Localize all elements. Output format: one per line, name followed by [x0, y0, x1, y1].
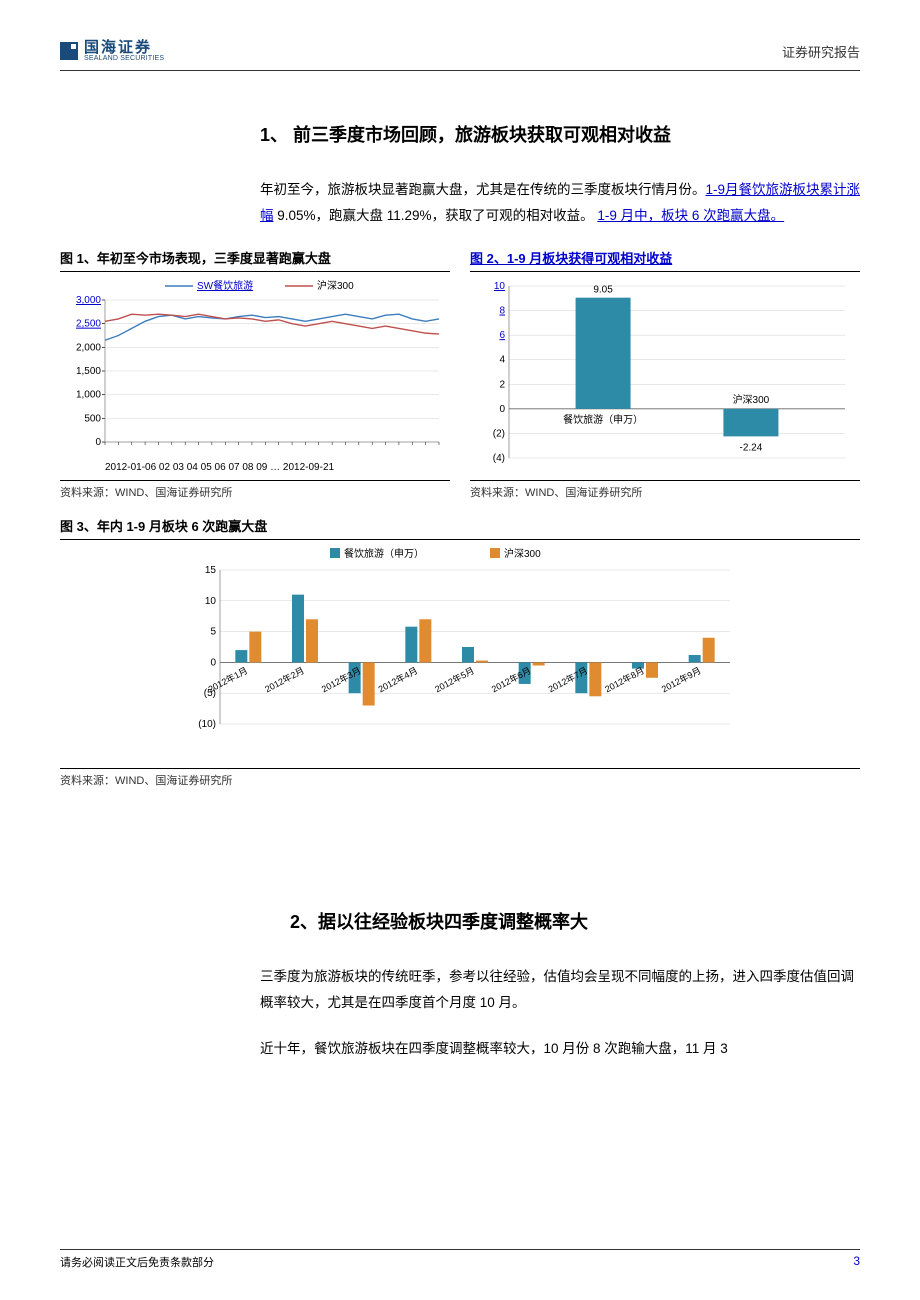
svg-text:2,000: 2,000	[76, 343, 101, 354]
svg-text:8: 8	[499, 306, 505, 317]
figure3-title: 图 3、年内 1-9 月板块 6 次跑赢大盘	[60, 516, 860, 535]
section2-para1: 三季度为旅游板块的传统旺季，参考以往经验，估值均会呈现不同幅度的上扬，进入四季度…	[260, 964, 860, 1015]
figure1-title: 图 1、年初至今市场表现，三季度显著跑赢大盘	[60, 248, 450, 267]
figure2-rule	[470, 271, 860, 272]
section2-para2: 近十年，餐饮旅游板块在四季度调整概率较大，10 月份 8 次跑输大盘，11 月 …	[260, 1036, 860, 1062]
page-number: 3	[853, 1254, 860, 1270]
svg-text:SW餐饮旅游: SW餐饮旅游	[197, 279, 253, 292]
svg-text:(2): (2)	[493, 429, 505, 440]
figure2-source: 资料来源：WIND、国海证券研究所	[470, 480, 860, 500]
svg-text:2: 2	[499, 380, 505, 391]
para-text-a: 年初至今，旅游板块显著跑赢大盘，尤其是在传统的三季度板块行情月份。	[260, 182, 706, 197]
svg-text:餐饮旅游（申万）: 餐饮旅游（申万）	[563, 413, 643, 426]
svg-text:0: 0	[95, 437, 101, 448]
figure2-title[interactable]: 图 2、1-9 月板块获得可观相对收益	[470, 248, 860, 267]
svg-text:4: 4	[499, 355, 505, 366]
figure1-rule	[60, 271, 450, 272]
figure2-column: 图 2、1-9 月板块获得可观相对收益 (4) (2) 0 2 4 6 8 10 9.05 餐饮旅…	[470, 248, 860, 500]
svg-text:(10): (10)	[198, 719, 216, 730]
svg-text:2012年1月: 2012年1月	[206, 665, 249, 695]
svg-text:10: 10	[494, 281, 506, 292]
svg-text:2012年5月: 2012年5月	[433, 665, 476, 695]
page-header: 国海证券 SEALAND SECURITIES 证券研究报告	[60, 40, 860, 62]
svg-text:(4): (4)	[493, 453, 505, 464]
svg-text:沪深300: 沪深300	[733, 393, 770, 406]
para-link-b[interactable]: 1-9 月中，板块 6 次跑赢大盘。	[597, 208, 784, 223]
figure-row-1: 图 1、年初至今市场表现，三季度显著跑赢大盘 SW餐饮旅游沪深30005001,…	[60, 248, 860, 500]
logo-en: SEALAND SECURITIES	[84, 55, 164, 62]
svg-text:15: 15	[205, 565, 217, 576]
svg-text:2012年4月: 2012年4月	[376, 665, 419, 695]
section1-title: 1、 前三季度市场回顾，旅游板块获取可观相对收益	[260, 121, 860, 147]
svg-text:2012年9月: 2012年9月	[659, 665, 702, 695]
svg-text:6: 6	[499, 330, 505, 341]
svg-text:2012年8月: 2012年8月	[603, 665, 646, 695]
logo-cn: 国海证券	[84, 40, 164, 55]
svg-text:2012年2月: 2012年2月	[263, 665, 306, 695]
page-footer: 请务必阅读正文后免责条款部分 3	[60, 1249, 860, 1270]
svg-text:2012-01-06 02 03 04 05 06 07 0: 2012-01-06 02 03 04 05 06 07 08 09 … 201…	[105, 462, 335, 473]
svg-text:1,000: 1,000	[76, 390, 101, 401]
header-right-text: 证券研究报告	[782, 42, 860, 61]
figure3-chart: 餐饮旅游（申万）沪深300(10)(5)0510152012年1月2012年2月…	[180, 544, 740, 764]
page-container: 国海证券 SEALAND SECURITIES 证券研究报告 1、 前三季度市场…	[0, 0, 920, 1121]
section1-paragraph: 年初至今，旅游板块显著跑赢大盘，尤其是在传统的三季度板块行情月份。1-9月餐饮旅…	[260, 177, 860, 228]
figure2-chart: (4) (2) 0 2 4 6 8 10 9.05 餐饮旅游（申万） -2.24 沪深300	[470, 276, 860, 476]
svg-text:0: 0	[210, 658, 216, 669]
svg-text:1,500: 1,500	[76, 366, 101, 377]
figure1-column: 图 1、年初至今市场表现，三季度显著跑赢大盘 SW餐饮旅游 沪深300 0 500 1,…	[60, 248, 450, 500]
svg-text:2,500: 2,500	[76, 319, 101, 330]
section2-title: 2、据以往经验板块四季度调整概率大	[290, 908, 860, 934]
svg-text:3,000: 3,000	[76, 295, 101, 306]
svg-text:沪深300: 沪深300	[504, 547, 541, 560]
svg-text:500: 500	[84, 414, 101, 425]
company-logo: 国海证券 SEALAND SECURITIES	[60, 40, 164, 62]
svg-text:9.05: 9.05	[593, 285, 613, 296]
figure3-block: 图 3、年内 1-9 月板块 6 次跑赢大盘 餐饮旅游（申万） 沪深300 (10)…	[60, 516, 860, 788]
figure1-chart: SW餐饮旅游 沪深300 0 500 1,000 1,500 2,000 2,500 3,000…	[60, 276, 450, 476]
figure3-rule	[60, 539, 860, 540]
figure1-source: 资料来源：WIND、国海证券研究所	[60, 480, 450, 500]
logo-text: 国海证券 SEALAND SECURITIES	[84, 40, 164, 62]
svg-text:-2.24: -2.24	[740, 443, 763, 454]
header-rule	[60, 70, 860, 71]
footer-left: 请务必阅读正文后免责条款部分	[60, 1254, 214, 1270]
logo-icon	[60, 42, 78, 60]
svg-text:10: 10	[205, 596, 217, 607]
para-text-b: 9.05%，跑赢大盘 11.29%，获取了可观的相对收益。	[274, 208, 594, 223]
svg-text:沪深300: 沪深300	[317, 279, 354, 292]
svg-text:0: 0	[499, 404, 505, 415]
svg-text:5: 5	[210, 627, 216, 638]
svg-text:餐饮旅游（申万）: 餐饮旅游（申万）	[344, 547, 424, 560]
figure3-source: 资料来源：WIND、国海证券研究所	[60, 768, 860, 788]
